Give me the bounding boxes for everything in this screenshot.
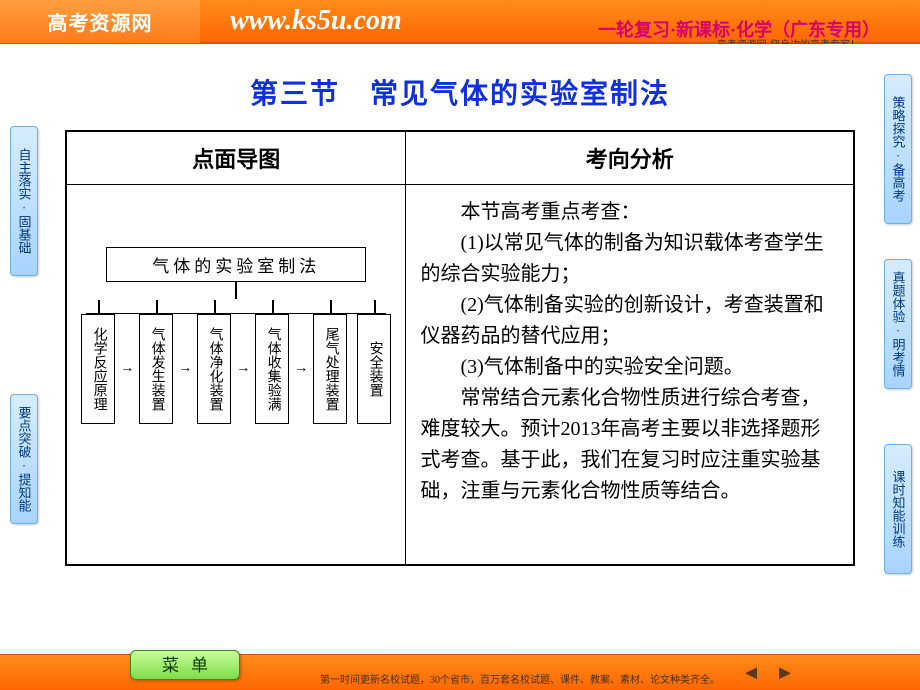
content-area: 自主落实·固基础 要点突破·提知能 策略探究·备高考 真题体验·明考情 课时知能… bbox=[0, 44, 920, 654]
diagram-box-4: 气体收集验满 bbox=[255, 314, 289, 424]
diagram-box-6: 安全装置 bbox=[357, 314, 391, 424]
site-logo: 高考资源网 bbox=[0, 0, 200, 43]
nav-next-icon[interactable]: ► bbox=[770, 658, 800, 688]
diagram-box-3: 气体净化装置 bbox=[197, 314, 231, 424]
diagram-box-2: 气体发生装置 bbox=[139, 314, 173, 424]
top-banner: 高考资源网 www.ks5u.com 一轮复习·新课标·化学（广东专用） 高考资… bbox=[0, 0, 920, 44]
diagram-columns: 化学反应原理 → 气体发生装置 → 气体净化装置 → 气体收集验满 → 尾气处理… bbox=[81, 314, 391, 424]
nav-prev-icon[interactable]: ◄ bbox=[736, 658, 766, 688]
sidebar-tab-left-1[interactable]: 自主落实·固基础 bbox=[10, 126, 38, 276]
logo-main: 高考资源网 bbox=[48, 13, 153, 35]
diagram-box-5: 尾气处理装置 bbox=[313, 314, 347, 424]
site-url: www.ks5u.com bbox=[230, 5, 402, 37]
arrow-icon: → bbox=[119, 361, 135, 377]
analysis-point-1: (1)以常见气体的制备为知识载体考查学生的综合实验能力； bbox=[420, 228, 839, 290]
analysis-summary: 常常结合元素化合物性质进行综合考查，难度较大。预计2013年高考主要以非选择题形… bbox=[420, 383, 839, 507]
th-diagram: 点面导图 bbox=[66, 131, 406, 185]
footer-text: 第一时间更新名校试题，30个省市，百万套名校试题、课件、教案、素材、论文种类齐全… bbox=[320, 671, 720, 686]
arrow-icon: → bbox=[177, 361, 193, 377]
page-title: 第三节 常见气体的实验室制法 bbox=[0, 72, 920, 112]
menu-button[interactable]: 菜单 bbox=[130, 650, 240, 680]
arrow-icon: → bbox=[293, 361, 309, 377]
sidebar-tab-right-2[interactable]: 真题体验·明考情 bbox=[884, 259, 912, 389]
main-table: 点面导图 考向分析 气体的实验室制法 化学反应原理 → 气体发生装置 → 气体净… bbox=[65, 130, 855, 566]
cell-analysis: 本节高考重点考查： (1)以常见气体的制备为知识载体考查学生的综合实验能力； (… bbox=[406, 185, 854, 565]
sidebar-tab-left-2[interactable]: 要点突破·提知能 bbox=[10, 394, 38, 524]
diagram-title: 气体的实验室制法 bbox=[106, 247, 366, 282]
analysis-point-3: (3)气体制备中的实验安全问题。 bbox=[420, 352, 839, 383]
arrow-icon: → bbox=[235, 361, 251, 377]
nav-arrows: ◄ ► bbox=[736, 658, 800, 688]
diagram-box-1: 化学反应原理 bbox=[81, 314, 115, 424]
analysis-point-2: (2)气体制备实验的创新设计，考查装置和仪器药品的替代应用； bbox=[420, 290, 839, 352]
analysis-intro: 本节高考重点考查： bbox=[420, 197, 839, 228]
sidebar-tab-right-1[interactable]: 策略探究·备高考 bbox=[884, 74, 912, 224]
cell-diagram: 气体的实验室制法 化学反应原理 → 气体发生装置 → 气体净化装置 → 气体收集… bbox=[66, 185, 406, 565]
diagram: 气体的实验室制法 化学反应原理 → 气体发生装置 → 气体净化装置 → 气体收集… bbox=[81, 247, 391, 424]
sidebar-tab-right-3[interactable]: 课时知能训练 bbox=[884, 444, 912, 574]
th-analysis: 考向分析 bbox=[406, 131, 854, 185]
